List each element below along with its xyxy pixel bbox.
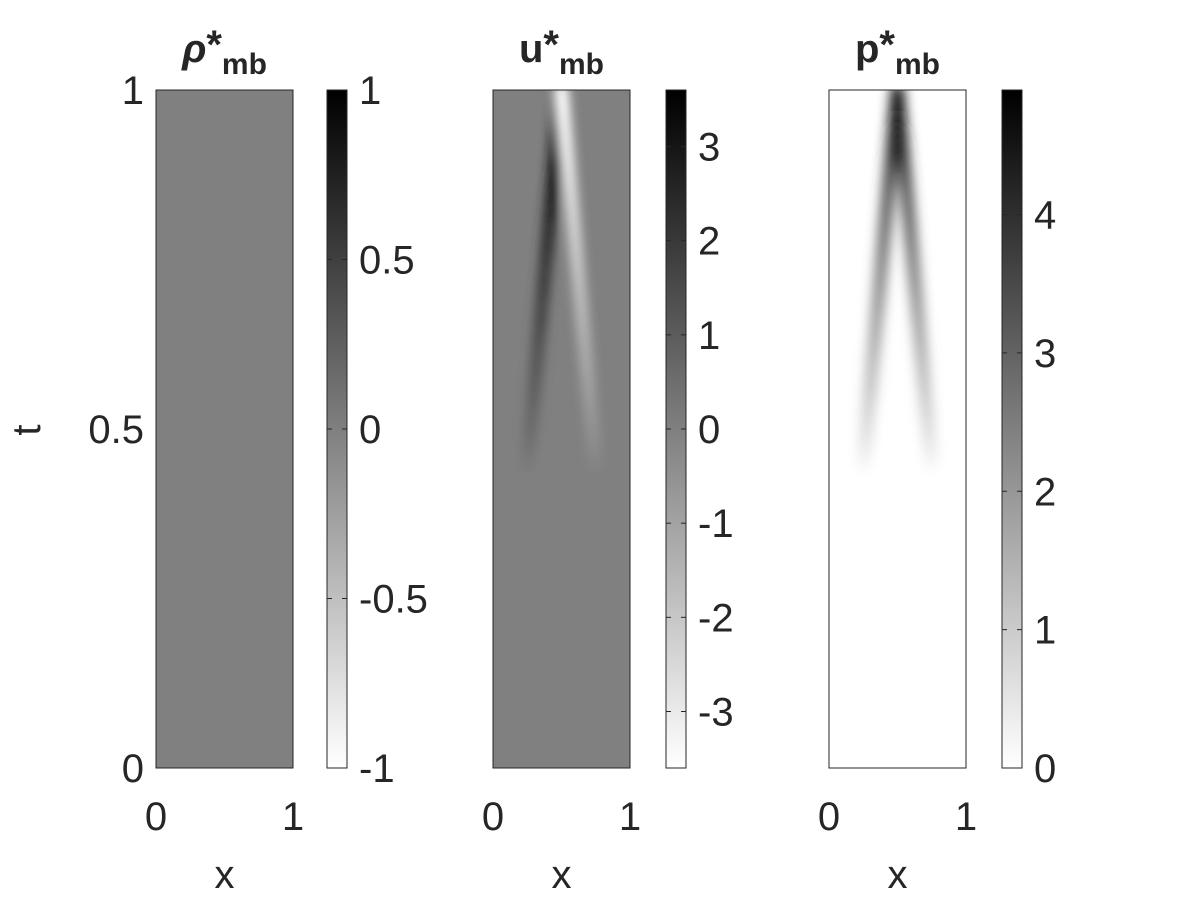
colorbar-tick-label: 4 [1034,194,1056,238]
colorbar-tick-label: -1 [359,747,395,791]
y-tick-label: 0 [122,747,144,791]
colorbar: -1 -0.5 0 0.5 1 [326,69,428,791]
colorbar-tick-label: 0 [359,408,381,452]
panel-2: 0 1 x u*mb -3 -2 -1 0 1 2 3 [482,23,734,897]
colorbar-tick-label: 3 [698,126,720,170]
y-axis-label: t [5,424,49,435]
colorbar: -3 -2 -1 0 1 2 3 [665,89,734,769]
colorbar-tick-label: -3 [698,691,734,735]
colorbar-tick-label: 0 [1034,747,1056,791]
colorbar-gradient [1001,89,1023,769]
colorbar-tick-label: 3 [1034,332,1056,376]
panel-title: ρ*mb [181,23,267,81]
wave-field [857,90,938,469]
panel-title: p*mb [855,23,940,81]
colorbar-tick-label: -0.5 [359,578,428,622]
y-tick-label: 0.5 [88,408,144,452]
colorbar-tick-label: 0 [698,408,720,452]
panel-3: 0 1 x p*mb 0 1 2 3 4 [818,23,1056,897]
x-tick-label: 0 [818,795,840,839]
x-axis-label: x [215,853,235,897]
x-tick-label: 0 [145,795,167,839]
plot-frame [155,89,294,769]
colorbar-tick-label: 1 [359,69,381,113]
colorbar-tick-label: -2 [698,596,734,640]
x-tick-label: 1 [619,795,641,839]
heatmap-background [156,90,293,768]
y-tick-label: 1 [122,69,144,113]
colorbar-tick-label: 1 [1034,609,1056,653]
heatmap-background [493,90,630,768]
colorbar-tick-label: 0.5 [359,239,415,283]
x-tick-label: 0 [482,795,504,839]
panel-title: u*mb [519,23,604,81]
colorbar-tick-label: 1 [698,314,720,358]
plot-frame [492,89,631,769]
colorbar-tick-label: 2 [698,220,720,264]
heatmap-background [829,90,966,768]
x-tick-label: 1 [282,795,304,839]
x-axis-label: x [552,853,572,897]
plot-frame [828,89,967,769]
wave-right-segment [554,90,570,113]
colorbar: 0 1 2 3 4 [1001,89,1056,791]
colorbar-tick-label: -1 [698,502,734,546]
panel-1: 0 1 x 0 0.5 1 t ρ*mb -1 -0.5 0 0.5 1 [5,23,428,897]
wave-right-segment [891,90,905,112]
wave-field [520,90,603,470]
colorbar-tick-label: 2 [1034,470,1056,514]
x-tick-label: 1 [955,795,977,839]
x-axis-label: x [888,853,908,897]
